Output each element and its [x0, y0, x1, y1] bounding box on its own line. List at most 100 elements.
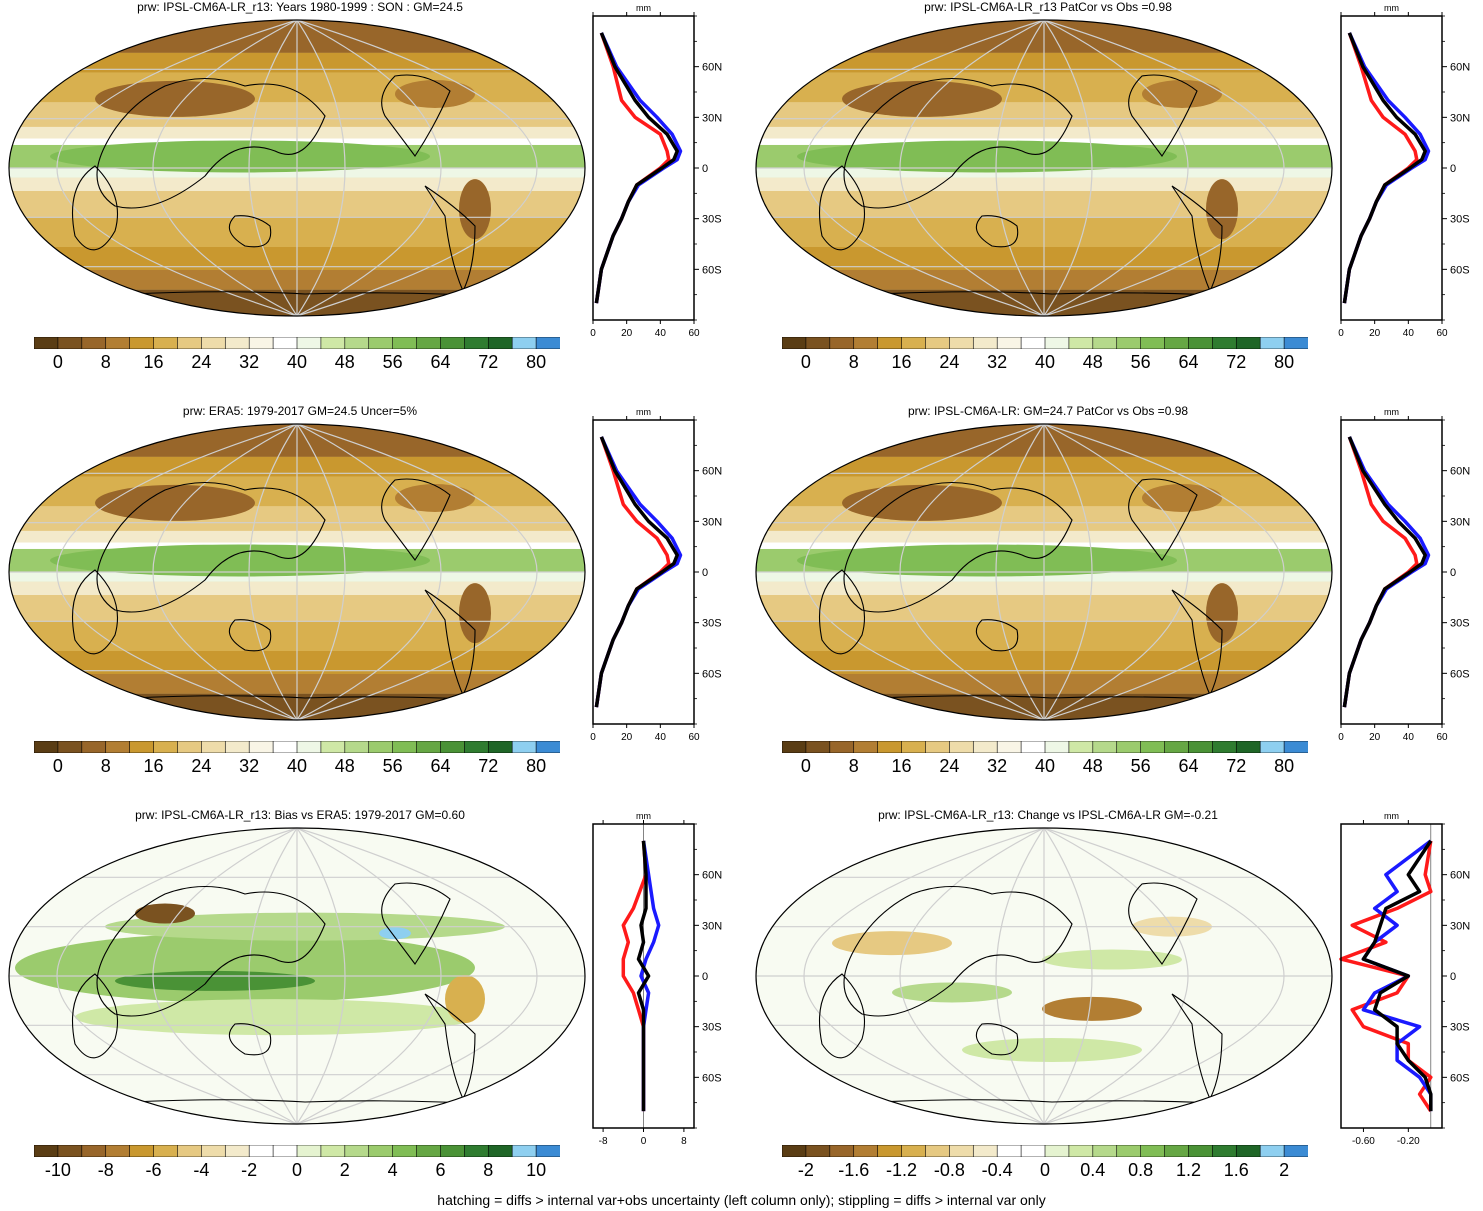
colorbar-tick-label: 80 — [526, 352, 547, 372]
zonal-unit-label: mm — [636, 811, 651, 821]
graticule-meridian — [899, 828, 1045, 1124]
colorbar-swatch — [1235, 741, 1261, 753]
colorbar-swatch — [782, 337, 807, 349]
colorbar-swatch — [535, 337, 560, 349]
dry-region — [842, 484, 1002, 521]
graticule-meridian — [296, 20, 442, 316]
bias-zone — [15, 932, 475, 1003]
zonal-unit-label: mm — [636, 407, 651, 417]
coastline — [1128, 882, 1198, 965]
colorbar-tick-label: 56 — [1130, 352, 1151, 372]
colorbar-swatch — [81, 741, 107, 753]
colorbar-swatch — [782, 1145, 807, 1157]
zonal-y-tick-label: 60N — [702, 466, 722, 478]
panel-title: prw: IPSL-CM6A-LR_r13 PatCor vs Obs =0.9… — [924, 0, 1172, 14]
colorbar-swatch — [1140, 1145, 1166, 1157]
zonal-y-tick-label: 30S — [1450, 214, 1470, 226]
graticule-meridian — [152, 20, 298, 316]
colorbar-swatch — [177, 1145, 203, 1157]
zonal-series-black — [636, 840, 651, 1112]
colorbar-tick-label: 0 — [1039, 1160, 1051, 1180]
colorbar-swatch — [1188, 1145, 1214, 1157]
panel-title: prw: ERA5: 1979-2017 GM=24.5 Uncer=5% — [182, 404, 418, 418]
colorbar-swatch — [129, 337, 155, 349]
zonal-x-tick-label: -0.60 — [1352, 1136, 1375, 1147]
colorbar-swatch — [972, 741, 998, 753]
zonal-x-tick-label: -8 — [599, 1136, 608, 1147]
zonal-y-tick-label: 0 — [1450, 971, 1456, 983]
colorbar-swatch — [1068, 1145, 1094, 1157]
zonal-x-tick-label: 60 — [688, 328, 700, 339]
colorbar-tick-label: 24 — [939, 352, 960, 372]
zonal-y-tick-label: 60N — [1450, 870, 1470, 882]
colorbar-tick-label: 24 — [191, 756, 212, 776]
colorbar-swatch — [1020, 741, 1046, 753]
zonal-y-tick-label: 60N — [702, 62, 722, 74]
colorbar-swatch — [57, 337, 83, 349]
graticule-meridian — [56, 828, 298, 1124]
zonal-y-tick-label: 0 — [702, 567, 708, 579]
colorbar-swatch — [535, 1145, 560, 1157]
itcz-moist-zone — [797, 140, 1177, 173]
zonal-x-tick-label: 0 — [590, 328, 596, 339]
graticule-meridian — [995, 20, 1045, 316]
colorbar-swatch — [487, 1145, 513, 1157]
colorbar-swatch — [805, 1145, 831, 1157]
coastline — [228, 1023, 272, 1056]
dry-region — [95, 80, 255, 117]
colorbar-swatch — [996, 741, 1022, 753]
zonal-series-black — [1342, 436, 1427, 708]
colorbar-tick-label: 80 — [526, 756, 547, 776]
colorbar-swatch — [1020, 1145, 1046, 1157]
colorbar-swatch — [464, 1145, 490, 1157]
graticule-meridian — [803, 424, 1045, 720]
bias-zone — [379, 927, 411, 940]
colorbar-swatch — [1044, 1145, 1070, 1157]
colorbar-swatch — [416, 741, 442, 753]
colorbar — [34, 1145, 560, 1157]
zonal-x-tick-label: 60 — [688, 732, 700, 743]
colorbar-swatch — [153, 741, 179, 753]
colorbar-tick-label: 80 — [1274, 756, 1295, 776]
panel-title: prw: IPSL-CM6A-LR_r13: Change vs IPSL-CM… — [878, 808, 1218, 822]
colorbar-swatch — [1068, 741, 1094, 753]
zonal-y-tick-label: 30S — [702, 1022, 722, 1034]
coastline — [72, 165, 119, 251]
colorbar-swatch — [320, 741, 346, 753]
colorbar-swatch — [1235, 1145, 1261, 1157]
zonal-y-tick-label: 30S — [702, 618, 722, 630]
colorbar-tick-label: 40 — [1034, 352, 1056, 372]
colorbar-labels: -10 -8 -6 -4 -2 0 2 4 6 8 10 — [34, 1160, 560, 1182]
zonal-frame — [1340, 15, 1443, 321]
coastline — [72, 569, 119, 655]
graticule-meridian — [248, 20, 298, 316]
coastline — [975, 215, 1019, 248]
colorbar-swatch — [248, 741, 274, 753]
graticule-meridian — [899, 424, 1045, 720]
colorbar — [782, 741, 1308, 753]
zonal-y-tick-label: 0 — [702, 971, 708, 983]
colorbar-tick-label: 64 — [1178, 756, 1199, 776]
graticule-meridian — [995, 828, 1045, 1124]
colorbar-tick-label: 32 — [987, 352, 1008, 372]
colorbar-tick-label: 56 — [382, 756, 403, 776]
graticule-meridian — [1043, 424, 1189, 720]
graticule-meridian — [1043, 424, 1285, 720]
graticule-meridian — [152, 828, 298, 1124]
zonal-series-blue — [594, 436, 683, 708]
zonal-y-tick-label: 60S — [1450, 264, 1470, 276]
map-panel — [755, 19, 1333, 317]
map-outline — [755, 423, 1333, 721]
coastline — [819, 165, 866, 251]
colorbar — [782, 1145, 1308, 1157]
zonal-frame — [592, 419, 695, 725]
colorbar-swatch — [487, 741, 513, 753]
colorbar-swatch — [1212, 741, 1238, 753]
colorbar-swatch — [272, 1145, 298, 1157]
colorbar-swatch — [296, 741, 322, 753]
colorbar-swatch — [925, 741, 951, 753]
colorbar-labels: -2 -1.6 -1.2 -0.8 -0.4 0 0.4 0.8 1.2 1.6 2 — [782, 1160, 1308, 1182]
zonal-x-tick-label: 60 — [1436, 328, 1448, 339]
graticule-meridian — [296, 424, 346, 720]
zonal-x-tick-label: 20 — [1369, 732, 1381, 743]
